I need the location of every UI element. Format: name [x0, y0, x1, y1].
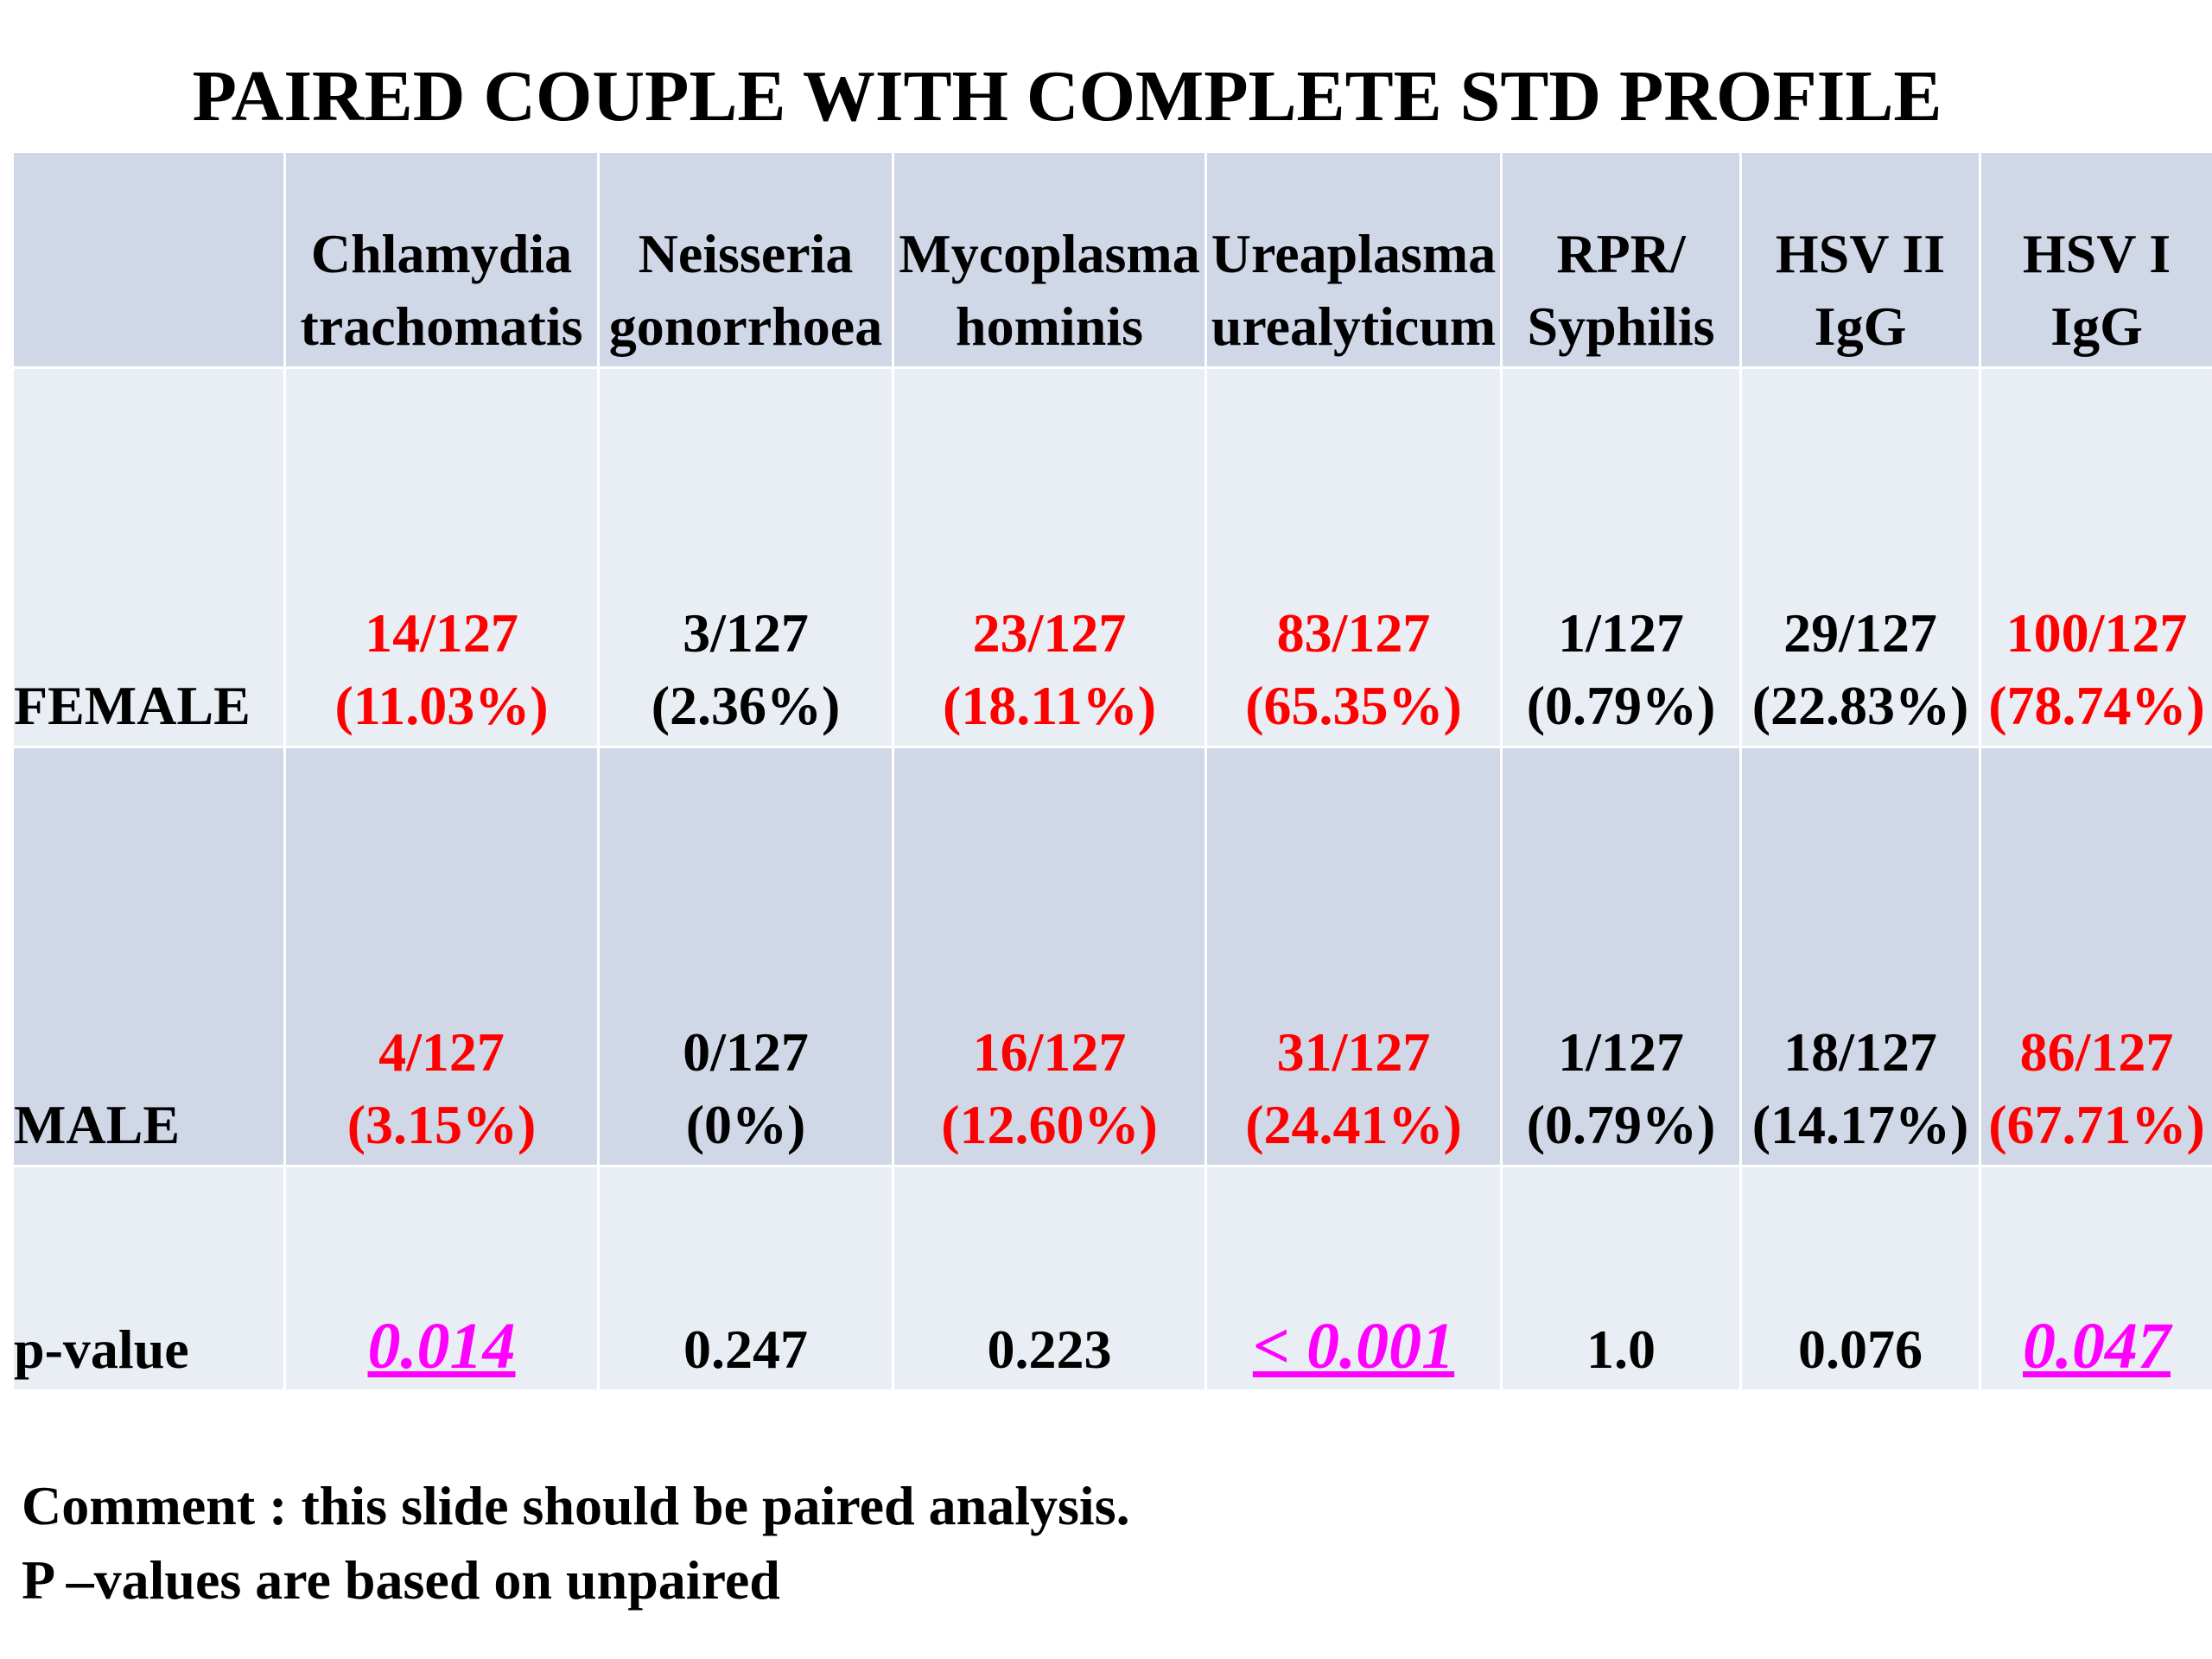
cell-count: 4/127 — [378, 1021, 505, 1083]
cell-count: 16/127 — [972, 1021, 1127, 1083]
pvalue: 0.076 — [1798, 1319, 1923, 1380]
male-hsv2-cell: 18/127 (14.17%) — [1739, 746, 1981, 1167]
column-header-ureaplasma: Ureaplasma urealyticum — [1205, 150, 1503, 369]
female-neisseria-cell: 3/127 (2.36%) — [597, 366, 894, 748]
cell-percent: (67.71%) — [1988, 1094, 2205, 1155]
cell-count: 100/127 — [2005, 602, 2188, 664]
cell-count: 1/127 — [1558, 1021, 1684, 1083]
column-header-line1: Neisseria — [638, 223, 854, 284]
column-header-hsv1-igg: HSV I IgG — [1979, 150, 2212, 369]
column-header-line1: Chlamydia — [310, 223, 573, 284]
male-chlamydia-cell: 4/127 (3.15%) — [283, 746, 600, 1167]
column-header-line1: HSV I — [2022, 223, 2171, 284]
cell-percent: (11.03%) — [334, 675, 549, 736]
column-header-line1: HSV II — [1775, 223, 1946, 284]
cell-count: 18/127 — [1783, 1021, 1937, 1083]
male-mycoplasma-cell: 16/127 (12.60%) — [892, 746, 1207, 1167]
male-rpr-cell: 1/127 (0.79%) — [1500, 746, 1742, 1167]
table-header-row: Chlamydia trachomatis Neisseria gonorrho… — [11, 150, 2212, 369]
pvalue: 0.223 — [987, 1319, 1112, 1380]
female-mycoplasma-cell: 23/127 (18.11%) — [892, 366, 1207, 748]
column-header-line2: Syphilis — [1527, 296, 1715, 357]
female-hsv1-cell: 100/127 (78.74%) — [1979, 366, 2212, 748]
cell-count: 86/127 — [2019, 1021, 2174, 1083]
pvalue-mycoplasma-cell: 0.223 — [892, 1165, 1207, 1392]
cell-percent: (0.79%) — [1526, 1094, 1716, 1155]
comment-line-2: P –values are based on unpaired — [22, 1549, 780, 1611]
std-profile-table: Chlamydia trachomatis Neisseria gonorrho… — [11, 150, 2212, 1392]
pvalue-hsv1-cell: 0.047 — [1979, 1165, 2212, 1392]
cell-percent: (18.11%) — [942, 675, 1157, 736]
cell-count: 14/127 — [365, 602, 518, 664]
header-corner-cell — [11, 150, 286, 369]
pvalue-hsv2-cell: 0.076 — [1739, 1165, 1981, 1392]
pvalue-chlamydia-cell: 0.014 — [283, 1165, 600, 1392]
female-hsv2-cell: 29/127 (22.83%) — [1739, 366, 1981, 748]
row-label-male: MALE — [11, 746, 286, 1167]
male-hsv1-cell: 86/127 (67.71%) — [1979, 746, 2212, 1167]
cell-percent: (65.35%) — [1245, 675, 1462, 736]
column-header-neisseria: Neisseria gonorrhoea — [597, 150, 894, 369]
column-header-line2: IgG — [2050, 296, 2143, 357]
cell-count: 0/127 — [683, 1021, 809, 1083]
pvalue-rpr-cell: 1.0 — [1500, 1165, 1742, 1392]
female-rpr-cell: 1/127 (0.79%) — [1500, 366, 1742, 748]
cell-percent: (24.41%) — [1245, 1094, 1462, 1155]
comment-block: Comment : this slide should be paired an… — [22, 1469, 1130, 1618]
row-label-pvalue: p-value — [11, 1165, 286, 1392]
column-header-mycoplasma: Mycoplasma hominis — [892, 150, 1207, 369]
cell-percent: (3.15%) — [346, 1094, 537, 1155]
column-header-hsv2-igg: HSV II IgG — [1739, 150, 1981, 369]
column-header-line2: trachomatis — [300, 296, 583, 357]
cell-percent: (22.83%) — [1751, 675, 1969, 736]
cell-count: 31/127 — [1276, 1021, 1431, 1083]
cell-count: 23/127 — [972, 602, 1127, 664]
column-header-chlamydia: Chlamydia trachomatis — [283, 150, 600, 369]
column-header-line1: Ureaplasma — [1211, 223, 1497, 284]
cell-count: 1/127 — [1558, 602, 1684, 664]
cell-percent: (14.17%) — [1751, 1094, 1969, 1155]
pvalue-neisseria-cell: 0.247 — [597, 1165, 894, 1392]
cell-percent: (78.74%) — [1988, 675, 2205, 736]
table-row-male: MALE 4/127 (3.15%) 0/127 (0%) 16/127 (12… — [11, 746, 2212, 1167]
pvalue: 1.0 — [1586, 1319, 1656, 1380]
pvalue-significant: 0.014 — [367, 1310, 516, 1382]
column-header-line2: urealyticum — [1211, 296, 1497, 357]
pvalue-ureaplasma-cell: < 0.001 — [1205, 1165, 1503, 1392]
cell-percent: (12.60%) — [941, 1094, 1158, 1155]
column-header-rpr-syphilis: RPR/ Syphilis — [1500, 150, 1742, 369]
pvalue: 0.247 — [683, 1319, 808, 1380]
row-label-female: FEMALE — [11, 366, 286, 748]
cell-percent: (0%) — [685, 1094, 806, 1155]
table-row-female: FEMALE 14/127 (11.03%) 3/127 (2.36%) 23/… — [11, 366, 2212, 748]
column-header-line2: IgG — [1814, 296, 1907, 357]
female-ureaplasma-cell: 83/127 (65.35%) — [1205, 366, 1503, 748]
column-header-line1: Mycoplasma — [899, 223, 1200, 284]
pvalue-significant: < 0.001 — [1252, 1310, 1455, 1382]
comment-line-1: Comment : this slide should be paired an… — [22, 1475, 1130, 1536]
cell-percent: (2.36%) — [651, 675, 841, 736]
female-chlamydia-cell: 14/127 (11.03%) — [283, 366, 600, 748]
cell-count: 3/127 — [683, 602, 809, 664]
cell-count: 83/127 — [1276, 602, 1431, 664]
column-header-line2: gonorrhoea — [608, 296, 883, 357]
slide-title: PAIRED COUPLE WITH COMPLETE STD PROFILE — [192, 56, 1942, 137]
column-header-line1: RPR/ — [1556, 223, 1686, 284]
cell-percent: (0.79%) — [1526, 675, 1716, 736]
male-ureaplasma-cell: 31/127 (24.41%) — [1205, 746, 1503, 1167]
table-row-pvalue: p-value 0.014 0.247 0.223 < 0.001 1.0 0.… — [11, 1165, 2212, 1392]
pvalue-significant: 0.047 — [2023, 1310, 2171, 1382]
male-neisseria-cell: 0/127 (0%) — [597, 746, 894, 1167]
column-header-line2: hominis — [956, 296, 1143, 357]
cell-count: 29/127 — [1783, 602, 1937, 664]
